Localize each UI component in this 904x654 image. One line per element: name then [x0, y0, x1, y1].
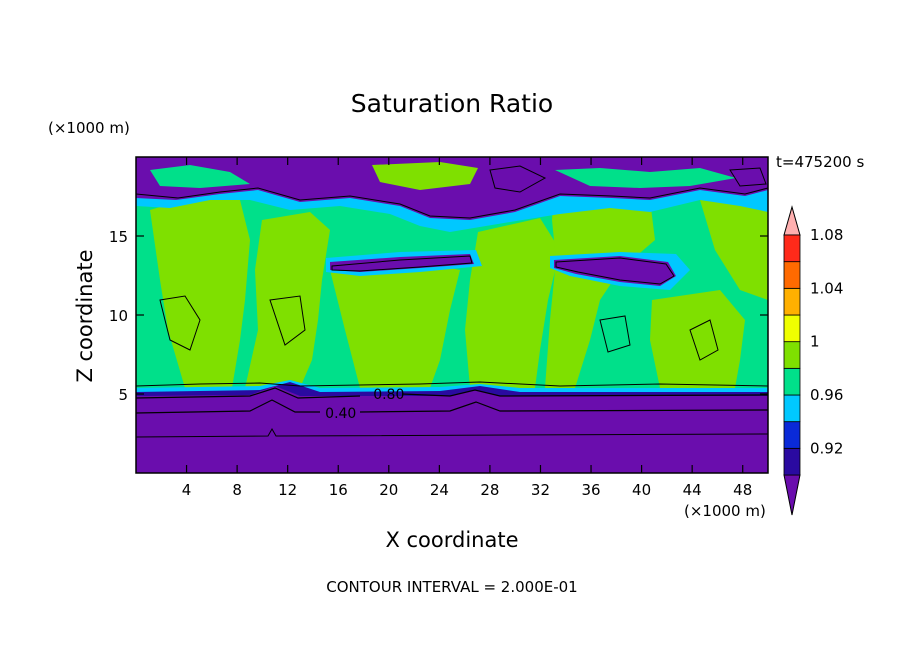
x-tick-label: 32	[531, 481, 550, 499]
upper-dry-gap	[150, 165, 250, 188]
y-unit-label: (×1000 m)	[48, 119, 130, 137]
y-tick-label: 10	[109, 307, 128, 325]
lime-region	[330, 262, 460, 388]
contour-line	[331, 255, 473, 272]
plot-area	[136, 157, 768, 473]
colorbar-label: 1.08	[810, 226, 843, 244]
lime-region	[700, 190, 768, 300]
x-unit-label: (×1000 m)	[684, 502, 766, 520]
lime-region	[150, 195, 250, 388]
lime-region	[245, 212, 330, 388]
contour-line	[136, 387, 768, 399]
contour-line	[555, 257, 675, 285]
colorbar-swatch	[783, 261, 801, 289]
mid-dry-band	[554, 256, 676, 286]
contour-label: 0.40	[325, 406, 356, 422]
x-tick-label: 4	[182, 481, 192, 499]
colorbar: 1.08 1.04 1 0.96 0.92	[783, 205, 843, 516]
x-tick-label: 28	[480, 481, 499, 499]
contour-interval-footer: CONTOUR INTERVAL = 2.000E-01	[326, 578, 577, 596]
upper-dry-gap	[555, 168, 736, 188]
colorbar-label: 1	[810, 333, 820, 351]
contour-line	[136, 427, 768, 438]
contour-label: 0.80	[373, 387, 404, 403]
chart-title: Saturation Ratio	[351, 89, 553, 118]
y-tick-label: 15	[109, 228, 128, 246]
x-tick-label: 40	[632, 481, 651, 499]
x-tick-label: 36	[581, 481, 600, 499]
colorbar-label: 0.96	[810, 386, 843, 404]
colorbar-swatch	[783, 314, 801, 343]
contour-line	[136, 381, 768, 387]
x-tick-label: 8	[232, 481, 242, 499]
contour-labels: 0.80 0.40	[325, 387, 404, 422]
colorbar-label: 0.92	[810, 439, 843, 457]
colorbar-swatch	[783, 447, 801, 476]
contour-line	[136, 187, 768, 219]
colorbar-swatch	[783, 341, 801, 369]
lower-dry-layer	[136, 386, 768, 473]
contour-line	[136, 399, 768, 414]
x-tick-label: 48	[733, 481, 752, 499]
colorbar-swatch	[783, 234, 801, 263]
upper-dry-gap	[372, 162, 478, 190]
colorbar-extend-high	[783, 205, 801, 236]
lime-region	[650, 290, 745, 388]
colorbar-swatch	[783, 394, 801, 423]
x-tick-label: 12	[278, 481, 297, 499]
x-axis: 4 8 12 16 20 24 28 32 36 40 44 48	[182, 157, 752, 499]
colorbar-extend-low	[783, 474, 801, 516]
y-axis: 5 10 15	[109, 228, 768, 404]
y-axis-title: Z coordinate	[73, 249, 97, 382]
lime-region	[465, 218, 560, 388]
x-axis-title: X coordinate	[385, 528, 518, 552]
x-tick-label: 20	[379, 481, 398, 499]
colorbar-swatch	[783, 421, 801, 449]
contour-line	[489, 165, 767, 193]
x-tick-label: 16	[329, 481, 348, 499]
y-tick-label: 5	[118, 386, 128, 404]
colorbar-label: 1.04	[810, 279, 843, 297]
colorbar-swatch	[783, 367, 801, 396]
colorbar-swatch	[783, 287, 801, 316]
contour-line	[159, 295, 719, 361]
x-tick-label: 24	[430, 481, 449, 499]
mid-dry-band	[330, 254, 474, 272]
x-tick-label: 44	[683, 481, 702, 499]
time-label: t=475200 s	[776, 153, 864, 171]
